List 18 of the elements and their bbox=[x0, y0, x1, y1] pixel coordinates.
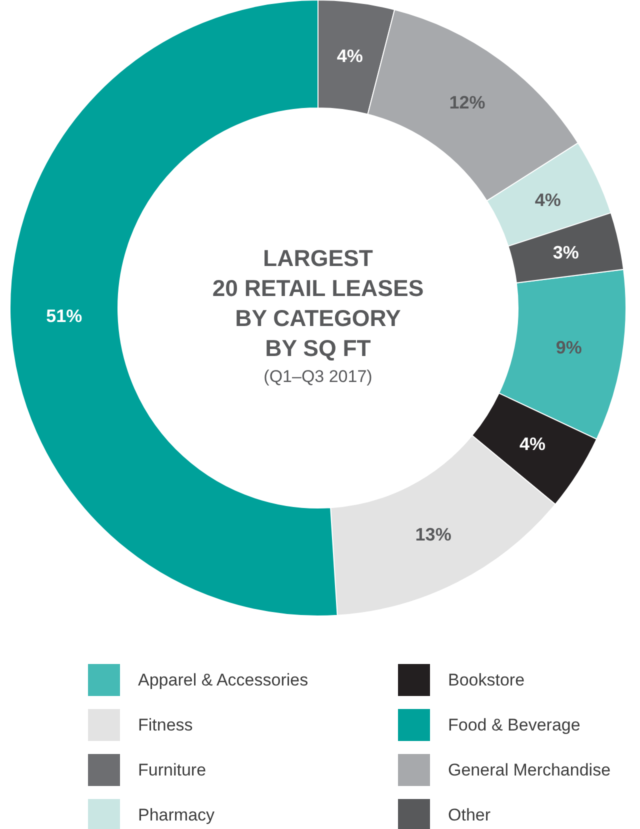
data-label: 4% bbox=[534, 190, 561, 210]
data-label: 4% bbox=[519, 434, 546, 454]
legend-label: Apparel & Accessories bbox=[138, 670, 308, 690]
data-label: 51% bbox=[46, 306, 82, 326]
data-label: 3% bbox=[552, 242, 579, 263]
legend-label: Other bbox=[448, 806, 491, 824]
legend-label: General Merchandise bbox=[448, 760, 611, 780]
legend-label: Pharmacy bbox=[138, 806, 216, 824]
text: (Q1–Q3 2017) bbox=[264, 367, 372, 386]
data-label: 12% bbox=[449, 92, 486, 113]
legend-label: Fitness bbox=[138, 716, 193, 734]
legend-label: Food & Beverage bbox=[448, 716, 580, 734]
data-label: 9% bbox=[556, 338, 582, 358]
data-label: 4% bbox=[336, 46, 363, 66]
legend-label: Furniture bbox=[138, 760, 206, 780]
legend-label: Bookstore bbox=[448, 670, 525, 690]
data-label: 13% bbox=[415, 524, 452, 544]
text: LARGEST 20 RETAIL LEASES BY CATEGORY BY SQ FT bbox=[212, 245, 424, 361]
